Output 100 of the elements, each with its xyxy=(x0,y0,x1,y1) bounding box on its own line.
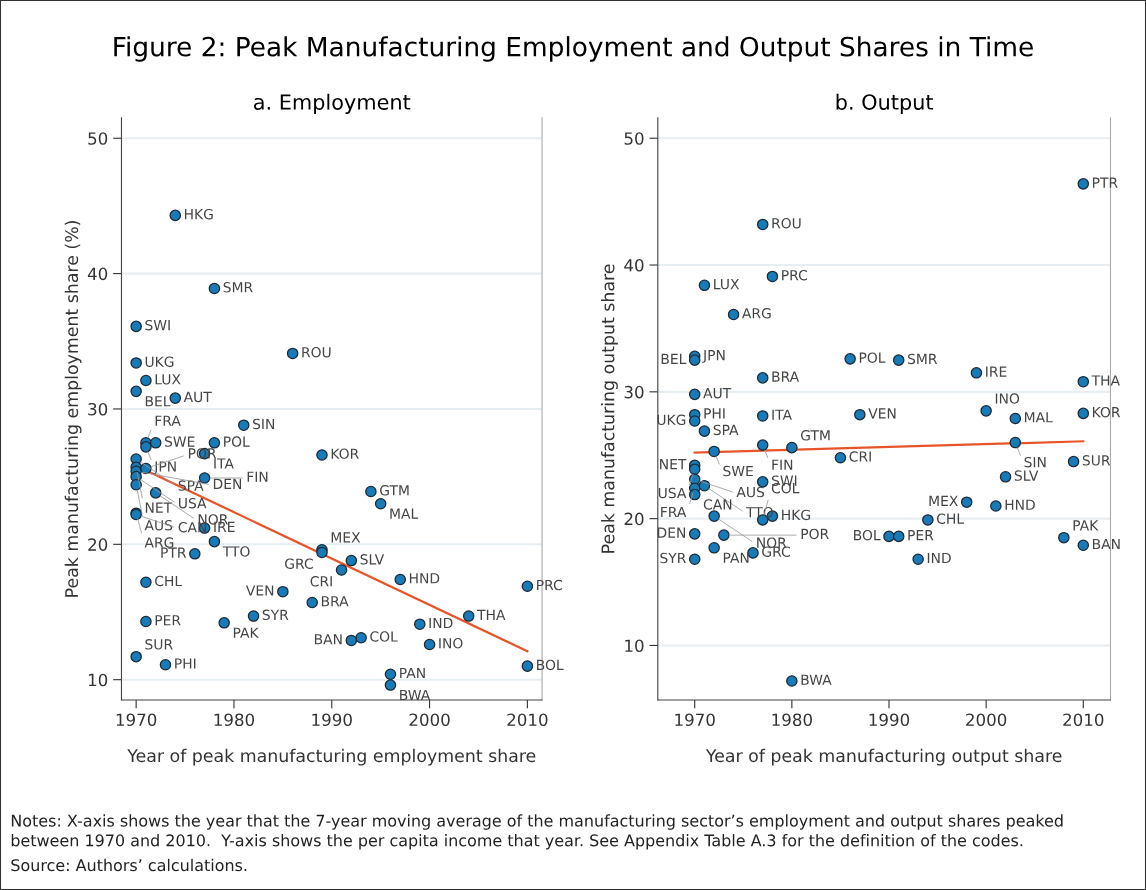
annotation: MAL xyxy=(1024,412,1053,423)
annotation: FRA xyxy=(155,415,181,426)
y-tick-label: 30 xyxy=(624,385,644,399)
annotation: USA xyxy=(658,487,687,499)
annotation: BAN xyxy=(314,634,342,645)
annotation: PAK xyxy=(1073,520,1099,531)
annotation: PHI xyxy=(175,658,196,669)
annotation: PER xyxy=(155,615,181,626)
annotation: SIN xyxy=(1024,456,1046,468)
x-tick-label: 2000 xyxy=(409,713,450,727)
annotation: IND xyxy=(429,617,453,629)
annotation: PTR xyxy=(1092,177,1118,188)
annotation: LUX xyxy=(714,279,740,290)
annotation: ITA xyxy=(772,409,792,420)
annotation: PHI xyxy=(704,408,725,419)
annotation: VEN xyxy=(245,585,274,596)
y-tick-label: 10 xyxy=(625,639,644,653)
annotation: FIN xyxy=(247,471,268,482)
chart-subtitle: b. Output xyxy=(836,93,934,114)
annotation: HND xyxy=(1005,499,1035,510)
annotation: NOR xyxy=(757,537,787,548)
annotation: BWA xyxy=(400,689,431,701)
annotation: TTO xyxy=(222,546,250,557)
annotation: SWI xyxy=(145,319,170,331)
annotation: BRA xyxy=(321,596,349,607)
annotation: THA xyxy=(476,609,506,620)
annotation: BEL xyxy=(661,353,687,364)
annotation: SLV xyxy=(360,554,385,565)
annotation: SPA xyxy=(178,480,204,491)
annotation: SMR xyxy=(907,353,938,365)
annotation: AUT xyxy=(183,391,212,403)
annotation: SWE xyxy=(723,465,753,477)
y-tick-label: 30 xyxy=(88,402,108,416)
annotation: BWA xyxy=(801,674,832,685)
y-axis-title: Peak manufacturing output share xyxy=(601,264,618,553)
annotation: JPN xyxy=(153,461,176,475)
annotation: PRC xyxy=(782,269,808,281)
annotation: PAN xyxy=(723,552,749,563)
x-tick-label: 1970 xyxy=(116,713,157,727)
x-axis-title: Year of peak manufacturing output share xyxy=(705,748,1062,766)
annotation: IND xyxy=(927,552,951,564)
annotation: CRI xyxy=(310,576,332,587)
annotation: BRA xyxy=(772,371,800,382)
x-tick-label: 1990 xyxy=(869,713,910,727)
annotation: SPA xyxy=(713,424,739,436)
annotation: ROU xyxy=(772,217,801,229)
annotation: COL xyxy=(370,631,398,642)
y-tick-label: 10 xyxy=(88,673,108,687)
annotation: SUR xyxy=(145,639,173,650)
annotation: MEX xyxy=(929,495,958,506)
x-axis-title: Year of peak manufacturing employment share xyxy=(127,748,536,766)
y-tick-label: 50 xyxy=(88,132,108,145)
annotation: MEX xyxy=(331,532,361,543)
annotation: UKG xyxy=(145,356,174,367)
annotation: BOL xyxy=(537,659,564,671)
annotation: CHL xyxy=(155,575,183,587)
annotation: AUS xyxy=(144,519,173,531)
annotation: SUR xyxy=(1082,455,1111,466)
annotation: LUX xyxy=(155,374,181,385)
annotation: PRC xyxy=(537,579,562,591)
x-tick-label: 1980 xyxy=(214,713,255,727)
x-tick-label: 2010 xyxy=(507,713,548,727)
y-axis-title: Peak manufacturing employment share (%) xyxy=(64,221,82,597)
annotation: KOR xyxy=(1092,406,1121,418)
annotation: HND xyxy=(409,573,440,584)
annotation: PAN xyxy=(400,667,425,679)
annotation: PER xyxy=(908,530,934,541)
annotation: BAN xyxy=(1092,538,1120,550)
annotation: SMR xyxy=(223,282,253,293)
annotation: VEN xyxy=(868,408,896,419)
annotation: SLV xyxy=(1014,470,1039,481)
annotation: SWE xyxy=(164,436,195,447)
annotation: PAK xyxy=(233,627,259,638)
x-tick-label: 1980 xyxy=(772,713,812,727)
annotation: USA xyxy=(179,497,207,509)
annotation: AUT xyxy=(703,388,732,399)
annotation: HKG xyxy=(184,208,213,220)
annotation: CRI xyxy=(849,451,871,462)
annotation: DEN xyxy=(657,527,686,538)
annotation: GTM xyxy=(800,430,830,441)
y-tick-label: 20 xyxy=(624,512,644,526)
annotation: MAL xyxy=(390,508,419,519)
annotation: CAN xyxy=(703,499,732,510)
chart-title: Figure 2: Peak Manufacturing Employment and Output Shares in Time xyxy=(114,36,1033,62)
annotation: SYR xyxy=(262,609,289,621)
annotation: AUS xyxy=(736,486,765,498)
annotation: POL xyxy=(224,436,250,447)
annotation: ARG xyxy=(742,308,771,319)
annotation: BOL xyxy=(854,529,881,541)
annotation: CHL xyxy=(936,513,964,524)
annotation: GRC xyxy=(762,546,790,557)
source-note: Source: Authors’ calculations. xyxy=(11,858,247,872)
annotation: FRA xyxy=(661,506,687,518)
annotation: ITA xyxy=(214,458,234,469)
annotation: GRC xyxy=(285,558,313,569)
annotation: INO xyxy=(995,393,1020,404)
annotation: DEN xyxy=(213,478,242,489)
y-tick-label: 50 xyxy=(624,132,644,145)
annotation: ROU xyxy=(302,346,331,358)
annotation: ARG xyxy=(144,537,174,548)
